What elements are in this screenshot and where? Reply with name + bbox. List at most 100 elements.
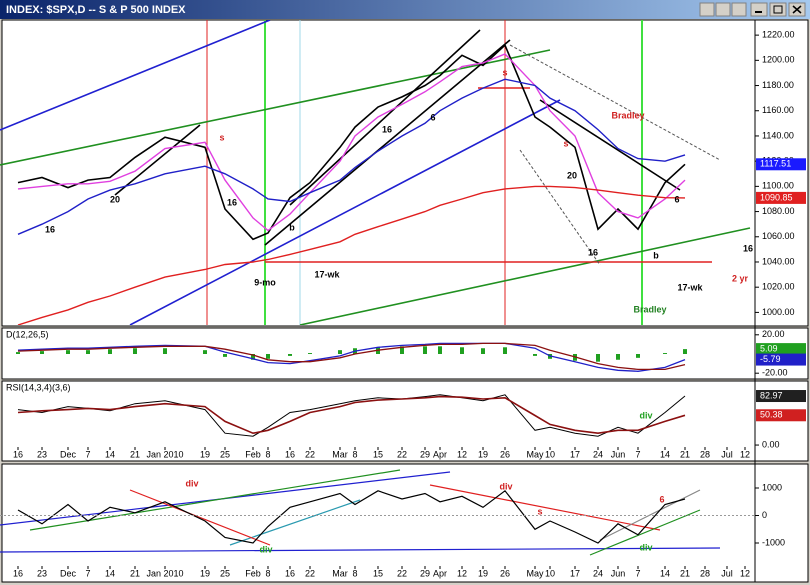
panels	[1, 19, 809, 583]
panel-title: D(12,26,5)	[6, 329, 49, 339]
x-tick-label: 17	[570, 568, 580, 578]
y-tick-label: 1000.00	[762, 307, 795, 317]
x-tick-label: Feb	[245, 449, 261, 459]
series-line	[17, 395, 686, 435]
x-tick-label: 21	[130, 449, 140, 459]
x-tick-label: 26	[500, 568, 510, 578]
window-title: INDEX: $SPX,D -- S & P 500 INDEX	[6, 4, 186, 16]
last-value-label: 1117.51	[760, 159, 791, 169]
y-tick-label: 1220.00	[762, 29, 795, 39]
x-tick-label: 16	[285, 568, 295, 578]
y-tick-label: 0	[762, 510, 767, 520]
x-tick-label: 7	[85, 449, 90, 459]
y-tick-label: -20.00	[762, 368, 788, 378]
x-tick-label: 22	[397, 449, 407, 459]
histogram-bar	[481, 348, 485, 354]
x-tick-label: 22	[305, 449, 315, 459]
histogram-bar	[683, 349, 687, 354]
panel-plot	[17, 43, 686, 325]
x-tick-label: Jun	[611, 568, 626, 578]
x-tick-label: 8	[265, 568, 270, 578]
last-value-tag	[756, 353, 806, 366]
series-line	[17, 394, 686, 437]
x-tick-label: 7	[635, 568, 640, 578]
annotation: 16	[382, 124, 392, 134]
annotation: div	[639, 542, 652, 552]
x-tick-label: 16	[285, 449, 295, 459]
x-tick-label: 21	[680, 568, 690, 578]
histogram-bar	[663, 353, 667, 354]
tool-button[interactable]	[731, 2, 747, 17]
trend-line	[289, 29, 481, 206]
trend-line	[264, 39, 511, 246]
histogram-bar	[503, 347, 507, 354]
annotation: s	[219, 132, 224, 142]
trend-line	[589, 509, 701, 556]
x-tick-label: 19	[200, 568, 210, 578]
x-tick-label: Feb	[245, 568, 261, 578]
last-value-label: 5.09	[760, 343, 778, 353]
x-tick-label: 12	[457, 449, 467, 459]
x-tick-label: May	[526, 568, 544, 578]
y-tick-label: 1140.00	[762, 130, 794, 140]
trend-line	[0, 547, 721, 553]
annotation: 2 yr	[732, 273, 749, 283]
y-tick-label: 1160.00	[762, 105, 794, 115]
x-tick-label: 8	[265, 449, 270, 459]
series-line	[17, 185, 686, 325]
trend-line	[129, 489, 271, 546]
panel-plot	[17, 489, 686, 544]
last-value-tag	[756, 390, 806, 403]
x-tick-label: 16	[13, 568, 23, 578]
last-value-tag	[756, 343, 806, 356]
trend-line	[299, 227, 751, 325]
annotation: s	[563, 138, 568, 148]
histogram-bar	[40, 351, 44, 354]
x-tick-label: Jul	[721, 449, 733, 459]
x-tick-label: 25	[220, 449, 230, 459]
series-line	[17, 43, 686, 241]
annotation: div	[259, 544, 272, 554]
tool-button[interactable]	[699, 2, 715, 17]
annotation: s	[537, 506, 542, 516]
y-tick-label: 0.00	[762, 439, 780, 449]
trend-line	[429, 484, 661, 531]
histogram-bar	[86, 350, 90, 354]
x-tick-label: 12	[740, 449, 750, 459]
x-tick-label: 8	[352, 568, 357, 578]
annotation: 17-wk	[314, 269, 340, 279]
oscillator-panel	[1, 327, 809, 380]
rsi-panel	[1, 380, 809, 462]
x-tick-label: 15	[373, 449, 383, 459]
histogram-bar	[133, 348, 137, 354]
tool-button[interactable]	[715, 2, 731, 17]
y-tick-label: 1180.00	[762, 80, 794, 90]
bottom-panel	[1, 463, 809, 583]
x-tick-label: 26	[500, 449, 510, 459]
minimize-button[interactable]	[750, 2, 768, 17]
histogram-bar	[163, 348, 167, 354]
y-tick-label: 1100.00	[762, 181, 794, 191]
annotation: Bradley	[633, 304, 666, 314]
histogram-bar	[308, 353, 312, 354]
histogram-bar	[16, 352, 20, 354]
trend-line	[0, 20, 271, 131]
x-tick-label: 29	[420, 568, 430, 578]
x-tick-label: Mar	[332, 449, 348, 459]
maximize-button[interactable]	[769, 2, 787, 17]
histogram-bar	[596, 354, 600, 362]
x-tick-label: Jul	[721, 568, 733, 578]
series-line	[17, 342, 686, 372]
annotation: 16	[227, 197, 237, 207]
annotation: 6	[659, 494, 664, 504]
series-line	[17, 342, 686, 371]
annotation: div	[639, 410, 652, 420]
annotation: div	[499, 481, 512, 491]
x-tick-label: 7	[85, 568, 90, 578]
y-tick-label: -1000	[762, 537, 785, 547]
histogram-bar	[438, 346, 442, 354]
y-tick-label: 1060.00	[762, 231, 795, 241]
series-line	[17, 53, 686, 232]
histogram-bar	[66, 350, 70, 354]
